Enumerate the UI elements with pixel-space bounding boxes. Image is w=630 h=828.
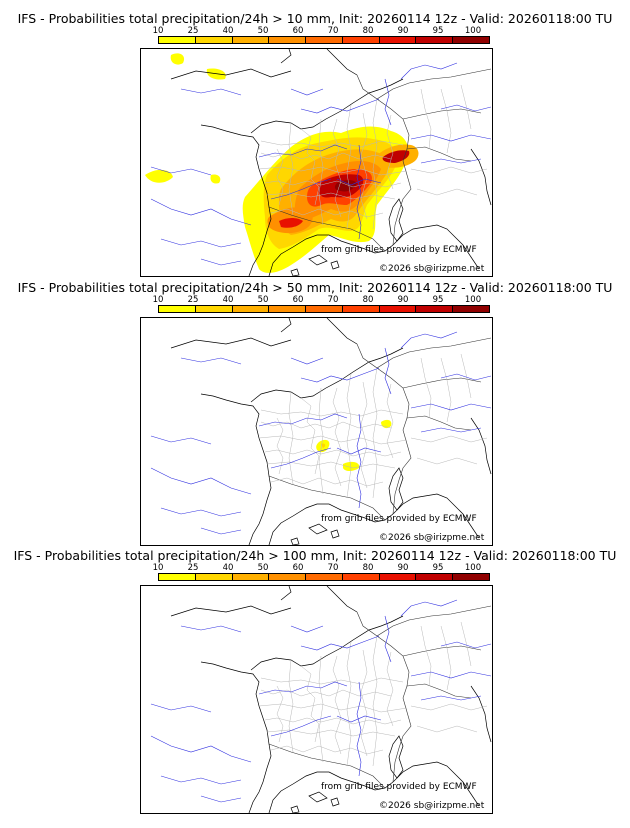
panel-100mm: IFS - Probabilities total precipitation/…: [0, 537, 630, 815]
map-canvas: [150, 586, 492, 813]
scale-swatch: [306, 37, 343, 43]
source-credit: from grib files provided by ECMWF: [321, 245, 477, 255]
color-scale-bar: [158, 305, 490, 313]
scale-swatch: [453, 306, 490, 312]
scale-swatch: [342, 306, 380, 312]
scale-tick: 50: [257, 563, 269, 573]
scale-tick: 100: [464, 563, 482, 573]
scale-swatch: [269, 574, 307, 580]
copyright-credit: ©2026 sb@irizpme.net: [379, 801, 485, 811]
scale-tick: 40: [222, 295, 234, 305]
probability-map: from grib files provided by ECMWF ©2026 …: [140, 585, 493, 814]
scale-tick: 80: [362, 563, 374, 573]
scale-swatch: [453, 37, 490, 43]
scale-tick: 25: [187, 295, 199, 305]
scale-tick: 90: [397, 295, 409, 305]
scale-swatch: [232, 306, 270, 312]
scale-tick: 95: [432, 563, 444, 573]
scale-swatch: [195, 37, 233, 43]
copyright-credit: ©2026 sb@irizpme.net: [379, 264, 485, 274]
scale-swatch: [306, 306, 343, 312]
scale-swatch: [306, 574, 343, 580]
scale-swatch: [416, 37, 454, 43]
color-scale-labels: 10 25 40 50 60 70 80 90 95 100: [150, 563, 490, 573]
precip-overlay: [145, 53, 419, 273]
scale-tick: 100: [464, 295, 482, 305]
scale-tick: 10: [152, 295, 164, 305]
scale-tick: 95: [432, 295, 444, 305]
scale-tick: 60: [292, 295, 304, 305]
scale-swatch: [342, 37, 380, 43]
scale-tick: 25: [187, 563, 199, 573]
scale-swatch: [195, 574, 233, 580]
scale-tick: 90: [397, 563, 409, 573]
scale-tick: 80: [362, 26, 374, 36]
source-credit: from grib files provided by ECMWF: [321, 782, 477, 792]
map-canvas: [145, 49, 492, 276]
scale-swatch: [453, 574, 490, 580]
color-scale-labels: 10 25 40 50 60 70 80 90 95 100: [150, 295, 490, 305]
scale-swatch: [159, 574, 196, 580]
panel-title: IFS - Probabilities total precipitation/…: [17, 11, 613, 26]
scale-swatch: [195, 306, 233, 312]
scale-swatch: [416, 306, 454, 312]
scale-tick: 95: [432, 26, 444, 36]
scale-swatch: [232, 574, 270, 580]
scale-tick: 80: [362, 295, 374, 305]
scale-swatch: [416, 574, 454, 580]
scale-tick: 100: [464, 26, 482, 36]
scale-tick: 10: [152, 26, 164, 36]
scale-swatch: [379, 37, 417, 43]
scale-tick: 50: [257, 26, 269, 36]
scale-swatch: [159, 37, 196, 43]
scale-swatch: [159, 306, 196, 312]
color-scale-bar: [158, 573, 490, 581]
scale-swatch: [379, 574, 417, 580]
color-scale-labels: 10 25 40 50 60 70 80 90 95 100: [150, 26, 490, 36]
panel-title: IFS - Probabilities total precipitation/…: [13, 548, 617, 563]
source-credit: from grib files provided by ECMWF: [321, 514, 477, 524]
scale-swatch: [232, 37, 270, 43]
scale-tick: 50: [257, 295, 269, 305]
map-canvas: [150, 318, 492, 545]
scale-tick: 60: [292, 26, 304, 36]
color-scale-bar: [158, 36, 490, 44]
scale-tick: 10: [152, 563, 164, 573]
scale-tick: 25: [187, 26, 199, 36]
panel-title: IFS - Probabilities total precipitation/…: [17, 280, 613, 295]
scale-tick: 70: [327, 563, 339, 573]
panel-10mm: IFS - Probabilities total precipitation/…: [0, 0, 630, 278]
scale-tick: 70: [327, 295, 339, 305]
scale-tick: 40: [222, 26, 234, 36]
scale-tick: 60: [292, 563, 304, 573]
scale-tick: 90: [397, 26, 409, 36]
scale-swatch: [269, 306, 307, 312]
copyright-credit: ©2026 sb@irizpme.net: [379, 533, 485, 543]
scale-swatch: [379, 306, 417, 312]
scale-swatch: [342, 574, 380, 580]
probability-map: from grib files provided by ECMWF ©2026 …: [140, 317, 493, 546]
scale-tick: 70: [327, 26, 339, 36]
probability-map: from grib files provided by ECMWF ©2026 …: [140, 48, 493, 277]
scale-tick: 40: [222, 563, 234, 573]
panel-50mm: IFS - Probabilities total precipitation/…: [0, 269, 630, 547]
scale-swatch: [269, 37, 307, 43]
